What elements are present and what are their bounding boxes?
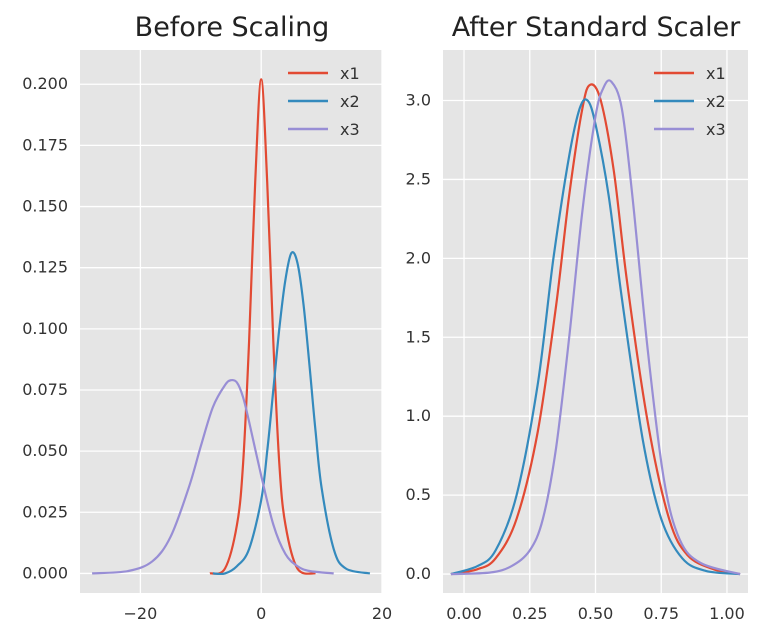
y-tick-label: 0.025 [22, 502, 68, 521]
x-tick-label: −20 [124, 604, 158, 623]
x-tick-label: 1.00 [709, 604, 745, 623]
y-tick-label: 0.075 [22, 380, 68, 399]
legend-label-x3: x3 [706, 120, 726, 139]
legend-label-x1: x1 [706, 64, 726, 83]
y-tick-label: 0.200 [22, 74, 68, 93]
y-tick-label: 1.0 [406, 406, 431, 425]
before-scaling-plot: 0.000 0.025 0.050 0.075 0.100 0.125 0.150 0.175… [22, 50, 392, 623]
x-tick-label: 20 [372, 604, 392, 623]
x-tick-label: 0.75 [643, 604, 679, 623]
y-tick-label: 0.100 [22, 319, 68, 338]
y-tick-label: 1.5 [406, 327, 431, 346]
y-tick-label: 0.125 [22, 258, 68, 277]
legend-label-x3: x3 [340, 120, 360, 139]
x-tick-label: 0.25 [512, 604, 548, 623]
y-tick-label: 0.050 [22, 441, 68, 460]
legend-label-x2: x2 [340, 92, 360, 111]
plot-area [80, 50, 382, 593]
series-line-x2 [450, 98, 741, 576]
y-tick-label: 2.5 [406, 169, 431, 188]
y-tick-label: 0.0 [406, 564, 431, 583]
x-tick-label: 0.50 [578, 604, 614, 623]
legend-label-x2: x2 [706, 92, 726, 111]
series-line-x1 [209, 78, 316, 575]
y-tick-label: 0.150 [22, 197, 68, 216]
y-tick-label: 0.175 [22, 135, 68, 154]
y-tick-label: 3.0 [406, 91, 431, 110]
y-tick-label: 0.000 [22, 563, 68, 582]
x-tick-label: 0 [256, 604, 266, 623]
after-scaler-plot: 0.0 0.5 1.0 1.5 2.0 2.5 3.0 0.00 0.25 0.50 0.75 1.0… [406, 50, 748, 623]
chart-title-before: Before Scaling [135, 12, 330, 43]
chart-title-after: After Standard Scaler [452, 12, 741, 43]
series-line-x2 [212, 251, 371, 576]
series-line-x1 [450, 83, 741, 576]
x-tick-label: 0.00 [446, 604, 482, 623]
series-line-x3 [450, 79, 741, 576]
series-line-x3 [92, 378, 334, 575]
y-tick-label: 2.0 [406, 248, 431, 267]
y-tick-label: 0.5 [406, 485, 431, 504]
legend-label-x1: x1 [340, 64, 360, 83]
